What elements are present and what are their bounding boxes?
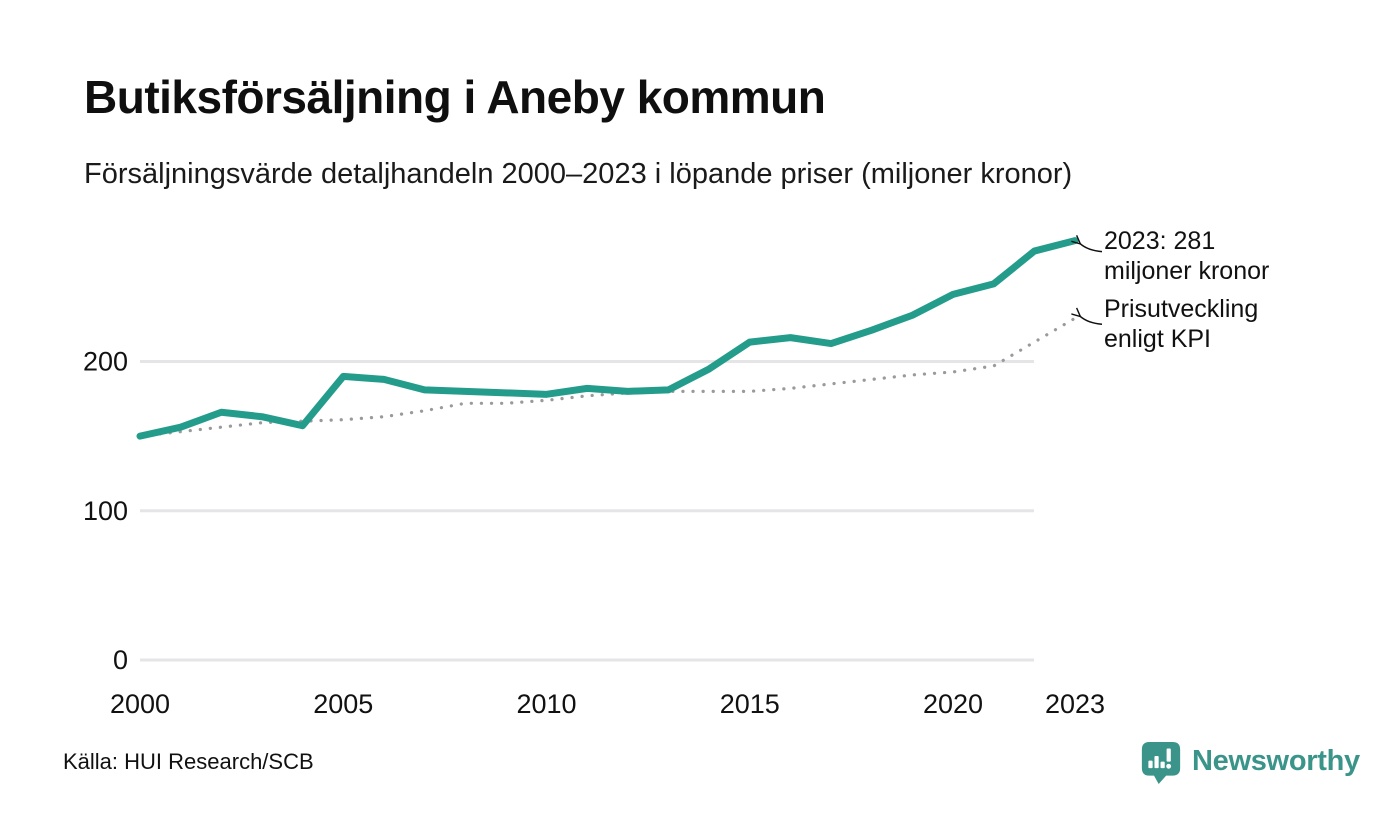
chart-subtitle: Försäljningsvärde detaljhandeln 2000–202… — [84, 158, 1073, 190]
annotation-arrow-latest — [1080, 244, 1103, 253]
x-tick-label: 2020 — [923, 689, 983, 719]
annotation-latest-value: 2023: 281 miljoner kronor — [1104, 226, 1269, 286]
page-title: Butiksförsäljning i Aneby kommun — [84, 71, 826, 123]
source-note: Källa: HUI Research/SCB — [63, 749, 314, 774]
y-tick-label: 200 — [83, 347, 128, 377]
newsworthy-logo-text: Newsworthy — [1192, 745, 1360, 777]
annotation-kpi-label-line2: enligt KPI — [1104, 325, 1212, 353]
x-tick-label: 2023 — [1045, 689, 1105, 719]
sales-line — [136, 237, 1079, 440]
annotation-kpi-label-line1: Prisutveckling — [1104, 295, 1259, 323]
x-tick-label: 2005 — [313, 689, 373, 719]
annotation-latest-value-line1: 2023: 281 — [1104, 227, 1216, 255]
x-tick-label: 2000 — [110, 689, 170, 719]
newsworthy-logo-icon — [1141, 742, 1181, 784]
y-tick-label: 100 — [83, 496, 128, 526]
x-tick-label: 2015 — [720, 689, 780, 719]
newsworthy-logo: Newsworthy — [1140, 740, 1360, 786]
annotation-latest-value-line2: miljoner kronor — [1104, 257, 1270, 285]
x-tick-label: 2010 — [516, 689, 576, 719]
y-tick-label: 0 — [113, 645, 128, 675]
annotation-kpi-label: Prisutveckling enligt KPI — [1104, 294, 1258, 354]
annotation-arrow-kpi — [1080, 316, 1103, 325]
